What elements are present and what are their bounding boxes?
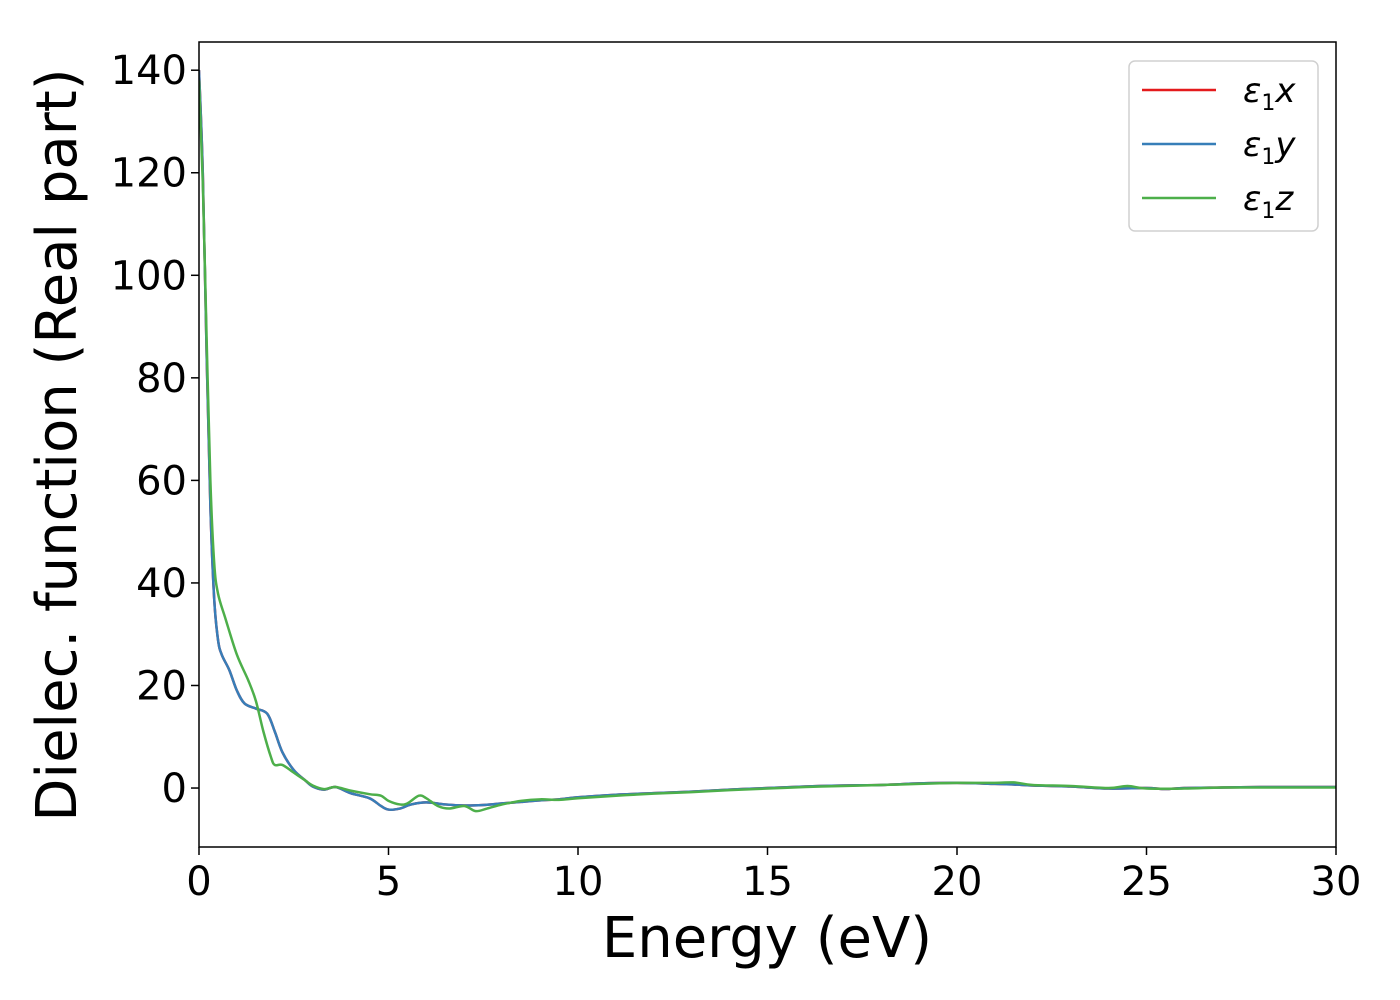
y-tick-label: 120	[111, 151, 187, 197]
x-tick-label: 15	[742, 859, 793, 905]
series-line-z	[199, 80, 1336, 813]
legend-label-x: ε1x	[1243, 71, 1296, 116]
y-axis-label: Dielec. function (Real part)	[25, 68, 90, 821]
legend-box	[1128, 60, 1319, 232]
y-tick-label: 60	[136, 458, 187, 504]
x-tick-label: 30	[1311, 859, 1362, 905]
x-tick-label: 10	[553, 859, 604, 905]
y-tick-label: 140	[111, 48, 187, 94]
x-tick-label: 5	[376, 859, 401, 905]
x-tick-label: 25	[1121, 859, 1172, 905]
series-layer	[199, 70, 1336, 813]
x-axis-label: Energy (eV)	[602, 906, 932, 971]
y-axis: 0 20 40 60 80 100 120 140	[111, 48, 199, 812]
x-tick-label: 0	[186, 859, 211, 905]
x-tick-label: 20	[932, 859, 983, 905]
y-tick-label: 80	[136, 356, 187, 402]
y-tick-label: 20	[136, 663, 187, 709]
legend: ε1x ε1y ε1z	[1128, 60, 1319, 232]
x-axis: 0 5 10 15 20 25 30	[186, 847, 1361, 905]
legend-label-z: ε1z	[1243, 179, 1294, 224]
legend-label-y: ε1y	[1243, 125, 1296, 170]
y-tick-label: 100	[111, 253, 187, 299]
y-tick-label: 0	[162, 766, 187, 812]
y-tick-label: 40	[136, 561, 187, 607]
